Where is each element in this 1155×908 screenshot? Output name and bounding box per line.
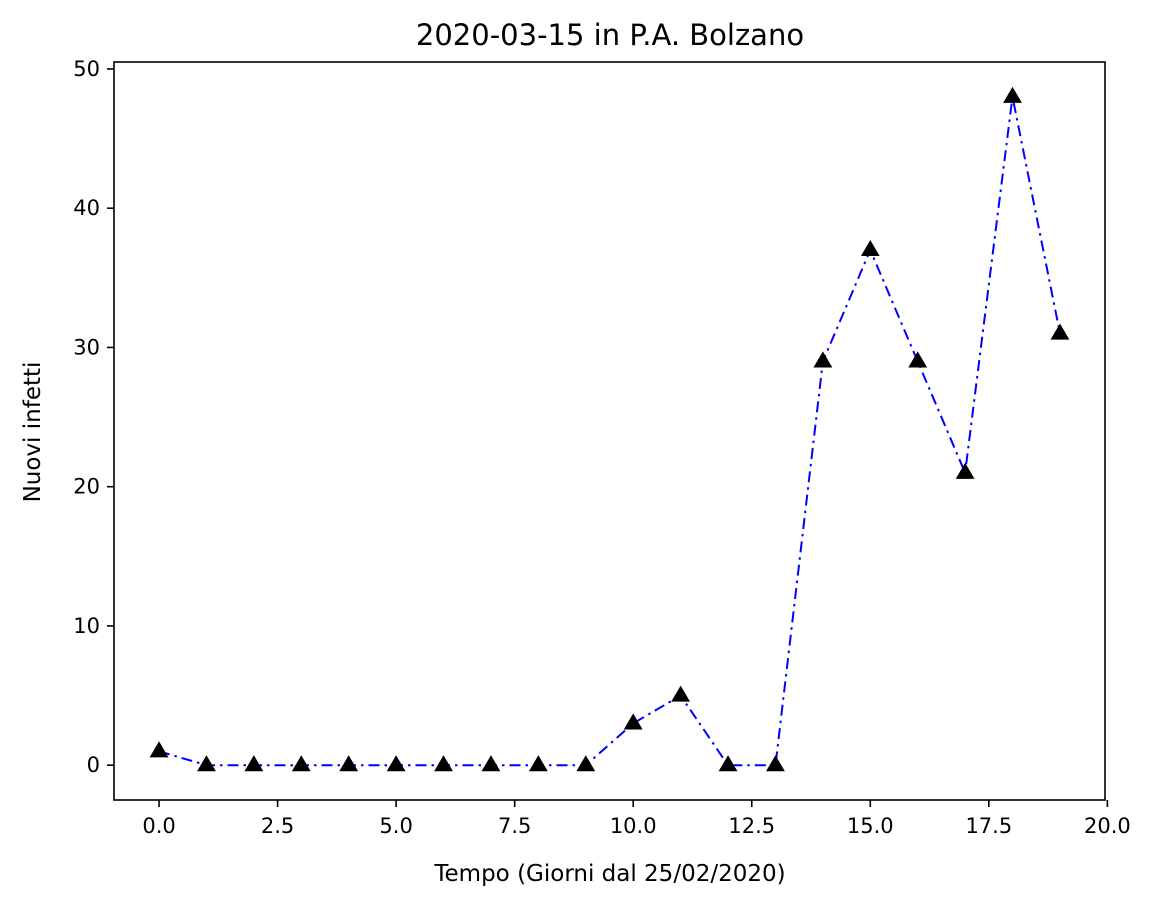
plot-area [113, 61, 1106, 801]
data-point-marker [908, 351, 928, 368]
x-tick-label: 17.5 [965, 814, 1012, 838]
data-point-marker [766, 755, 785, 772]
data-point-marker [481, 755, 501, 772]
data-point-marker [434, 755, 453, 772]
data-point-marker [386, 755, 406, 772]
x-tick-label: 2.5 [261, 814, 294, 838]
data-point-marker [623, 713, 643, 730]
x-axis: 0.0 2.5 5.0 7.5 10.0 12.5 15.0 17.5 20.0 [142, 800, 1131, 838]
y-tick-label: 40 [73, 196, 100, 220]
x-tick-label: 20.0 [1084, 814, 1131, 838]
y-tick-label: 50 [73, 57, 100, 81]
data-point-marker [860, 239, 880, 257]
data-point-marker [1050, 323, 1070, 340]
x-tick-label: 7.5 [498, 814, 531, 838]
data-point-marker [955, 462, 975, 479]
series-markers [149, 86, 1070, 772]
y-tick-label: 10 [73, 614, 100, 638]
series-line [158, 96, 1061, 767]
data-point-marker [244, 755, 264, 772]
y-tick-label: 30 [73, 335, 100, 359]
x-tick-label: 12.5 [728, 814, 775, 838]
x-tick-label: 0.0 [142, 814, 175, 838]
data-point-marker [149, 741, 169, 758]
data-point-marker [291, 755, 311, 772]
data-point-marker [1003, 86, 1022, 103]
data-point-marker [576, 755, 596, 772]
data-point-marker [197, 755, 216, 772]
data-point-marker [339, 755, 359, 772]
x-tick-label: 15.0 [847, 814, 894, 838]
y-tick-label: 0 [87, 753, 100, 777]
chart-title: 2020-03-15 in P.A. Bolzano [416, 18, 804, 52]
data-point-marker [671, 685, 691, 702]
data-point-marker [718, 755, 738, 772]
data-point-marker [528, 755, 548, 772]
x-tick-label: 5.0 [379, 814, 412, 838]
data-point-marker [813, 351, 833, 368]
x-axis-label: Tempo (Giorni dal 25/02/2020) [433, 861, 785, 887]
y-axis: 0 10 20 30 40 50 [73, 57, 114, 777]
y-tick-label: 20 [73, 475, 100, 499]
x-tick-label: 10.0 [610, 814, 657, 838]
y-axis-label: Nuovi infetti [20, 362, 46, 503]
